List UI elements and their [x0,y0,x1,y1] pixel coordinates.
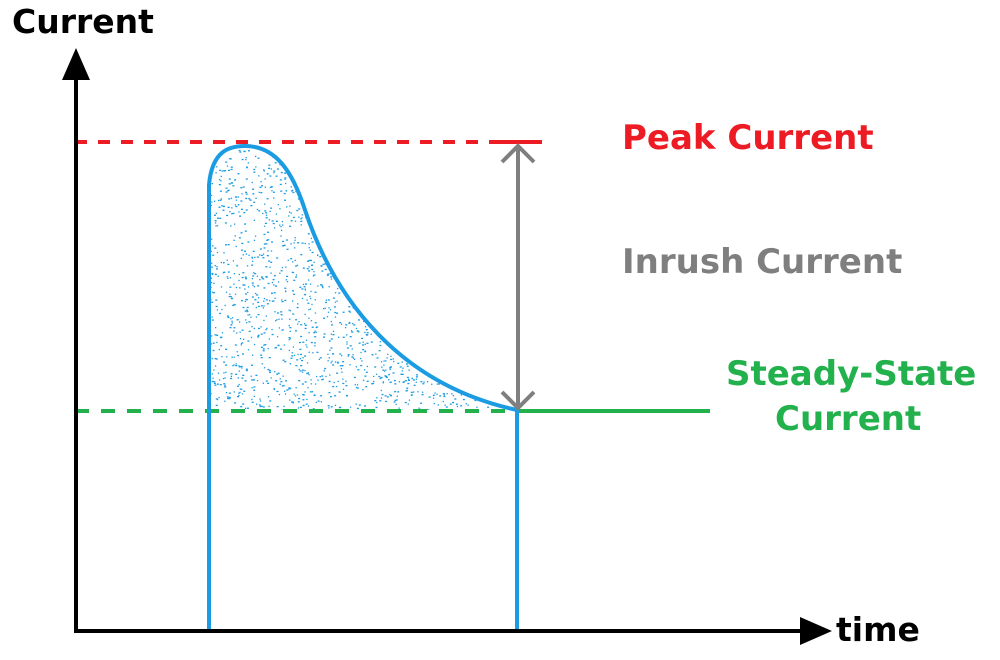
x-axis-label: time [836,610,920,649]
y-axis-label: Current [12,2,154,41]
y-axis-arrow-icon [62,48,90,80]
x-axis-arrow-icon [800,617,832,645]
steady-state-label-line1: Steady-State [726,354,977,394]
peak-current-label: Peak Current [622,118,874,158]
inrush-energy-fill [209,146,517,410]
steady-state-label-line2: Current [775,399,922,439]
inrush-current-label: Inrush Current [622,242,903,282]
current-curve [207,143,518,630]
inrush-double-arrow [500,143,536,411]
